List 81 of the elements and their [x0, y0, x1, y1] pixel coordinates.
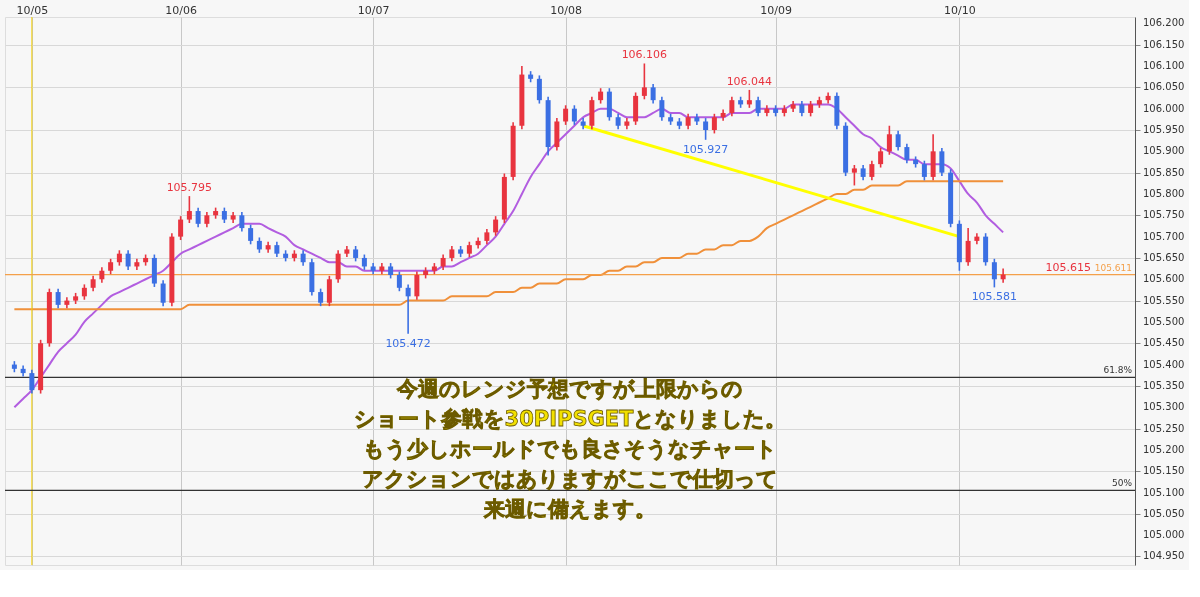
- y-tick-label: 105.950: [1143, 124, 1185, 136]
- candlestick: [869, 159, 875, 182]
- y-tick-label: 105.200: [1143, 443, 1185, 455]
- candlestick: [755, 95, 761, 118]
- annotation: 105.615: [1045, 260, 1091, 274]
- y-tick-label: 105.050: [1143, 507, 1185, 519]
- y-tick-label: 105.500: [1143, 315, 1185, 327]
- candlestick: [248, 223, 254, 246]
- candlestick: [895, 130, 901, 152]
- candlestick: [326, 275, 332, 307]
- x-tick-label: 10/08: [550, 3, 582, 17]
- y-tick-label: 106.100: [1143, 60, 1185, 72]
- candlestick: [851, 164, 857, 187]
- y-tick-label: 106.150: [1143, 38, 1185, 50]
- candlestick: [904, 142, 910, 165]
- candlestick: [703, 117, 709, 141]
- candlestick: [939, 147, 945, 177]
- y-tick-label: 105.750: [1143, 209, 1185, 221]
- y-tick-label: 106.000: [1143, 102, 1185, 114]
- text: 105.472: [385, 336, 431, 350]
- y-tick-label: 105.900: [1143, 145, 1185, 157]
- candlestick: [536, 74, 542, 105]
- candlestick: [563, 104, 569, 126]
- y-tick-label: 105.550: [1143, 294, 1185, 306]
- annotation: 来週に備えます。: [483, 496, 656, 521]
- candlestick: [396, 270, 402, 293]
- text: 106.106: [621, 48, 668, 62]
- candlestick: [991, 258, 997, 289]
- y-tick-label: 105.800: [1143, 187, 1185, 199]
- annotation: ショート参戦を30PIPSGETとなりました。: [353, 406, 787, 431]
- candlestick: [55, 287, 61, 310]
- x-tick-label: 10/06: [165, 3, 197, 17]
- candlestick: [239, 211, 245, 233]
- y-tick-label: 105.450: [1143, 337, 1185, 349]
- text: 106.044: [726, 74, 773, 88]
- candlestick: [186, 195, 192, 224]
- candlestick: [965, 227, 971, 267]
- y-tick-label: 105.150: [1143, 465, 1185, 477]
- text: 105.581: [971, 290, 1018, 304]
- candlestick: [650, 83, 656, 105]
- y-tick-label: 106.200: [1143, 17, 1185, 29]
- y-tick-label: 105.850: [1143, 166, 1185, 178]
- y-tick-label: 105.000: [1143, 529, 1185, 541]
- y-tick-label: 105.700: [1143, 230, 1185, 242]
- y-tick-label: 105.400: [1143, 358, 1185, 370]
- annotation: 61.8%: [1103, 365, 1133, 376]
- candlestick: [29, 368, 35, 395]
- candlestick: [659, 95, 665, 122]
- x-tick-label: 10/10: [944, 3, 976, 17]
- x-tick-label: 10/07: [357, 3, 390, 17]
- candlestick: [493, 215, 499, 237]
- annotation: アクションではありますがここで仕切って: [362, 466, 778, 491]
- y-tick-label: 105.300: [1143, 401, 1185, 413]
- text: 105.795: [166, 181, 213, 195]
- candlestick: [178, 215, 184, 241]
- annotation: 今週のレンジ予想ですが上限からの: [396, 376, 743, 401]
- y-tick-label: 105.350: [1143, 379, 1185, 391]
- y-tick-label: 106.050: [1143, 81, 1185, 93]
- candlestick: [711, 113, 717, 135]
- candlestick: [571, 104, 577, 126]
- x-tick-label: 10/05: [16, 3, 49, 17]
- annotation: もう少しホールドでも良さそうなチャート: [363, 436, 777, 461]
- candlestick: [886, 124, 892, 156]
- ref-line-label: 105.611: [1094, 262, 1132, 273]
- y-tick-label: 105.250: [1143, 422, 1185, 434]
- candlestick: [195, 206, 201, 229]
- text: 105.927: [682, 142, 729, 156]
- candlestick: [160, 279, 166, 307]
- candlestick: [125, 249, 131, 271]
- annotation: 50%: [1111, 478, 1133, 489]
- y-tick-label: 105.650: [1143, 251, 1185, 263]
- candlestick: [878, 147, 884, 169]
- candlestick: [405, 283, 411, 335]
- candlestick: [414, 270, 420, 301]
- candlestick: [641, 62, 647, 101]
- candlestick: [921, 159, 927, 182]
- x-tick-label: 10/09: [760, 3, 792, 17]
- y-tick-label: 105.600: [1143, 273, 1185, 285]
- candlestick: [729, 95, 735, 118]
- y-tick-label: 105.100: [1143, 486, 1185, 498]
- y-tick-label: 104.950: [1143, 550, 1185, 562]
